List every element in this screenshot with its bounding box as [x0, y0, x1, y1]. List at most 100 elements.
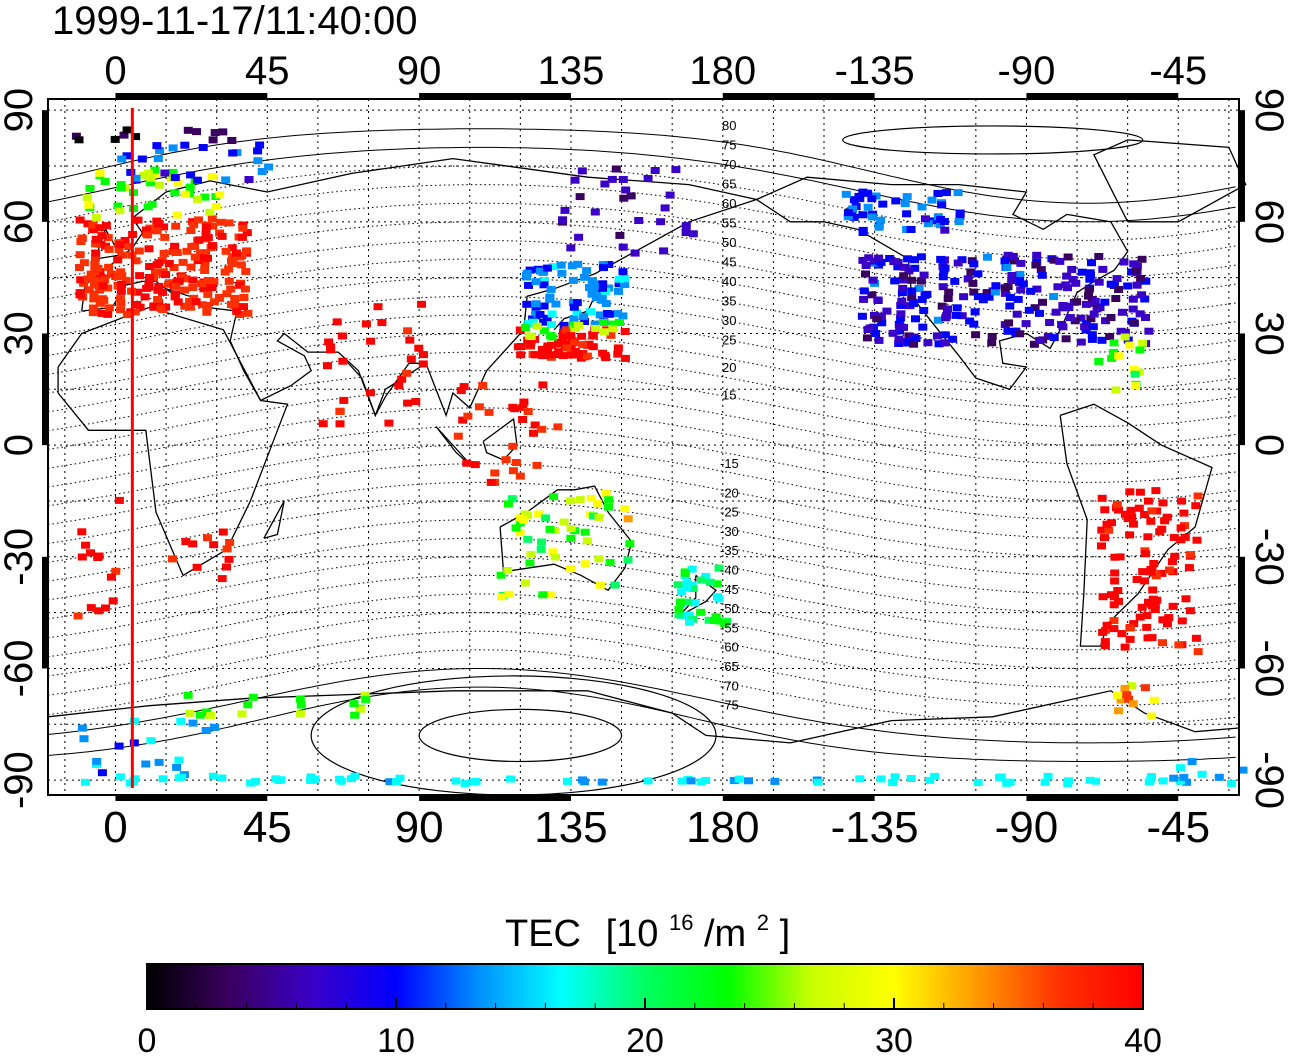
- tec-pixel: [1109, 339, 1119, 347]
- tec-pixel: [243, 309, 253, 317]
- tec-pixel: [103, 284, 113, 292]
- tec-pixel: [932, 332, 942, 340]
- tec-pixel: [1110, 577, 1120, 585]
- lat-tick-label-left: -30: [0, 528, 41, 586]
- tec-pixel: [914, 285, 924, 292]
- tec-pixel: [129, 739, 139, 747]
- tec-pixel: [1068, 276, 1078, 283]
- tec-pixel: [711, 613, 721, 621]
- tec-pixel: [1137, 255, 1147, 263]
- tec-pixel: [556, 261, 566, 269]
- tec-pixel: [145, 179, 155, 187]
- tec-pixel: [185, 183, 195, 191]
- tec-pixel: [963, 275, 973, 283]
- tec-pixel: [1005, 778, 1015, 786]
- tec-pixel: [1129, 365, 1139, 373]
- tec-pixel: [419, 351, 428, 359]
- tec-pixel: [578, 341, 588, 349]
- tec-pixel: [572, 299, 582, 307]
- tec-pixel: [228, 149, 238, 157]
- tec-pixel: [557, 269, 567, 277]
- tec-pixel: [696, 778, 706, 786]
- contour-labels: 80 75 70 65 60 55 50 45 40 35 30 25 20 15 -15 -20 -25 -30…: [720, 118, 739, 713]
- tec-pixel: [155, 181, 165, 189]
- tec-pixel: [891, 197, 901, 205]
- tec-pixel: [907, 294, 917, 302]
- tec-pixel: [335, 407, 345, 415]
- tec-pixel: [1174, 641, 1184, 649]
- tec-pixel: [978, 296, 988, 304]
- tec-pixel: [222, 290, 232, 298]
- tec-pixel: [1135, 310, 1145, 318]
- tec-pixel: [1063, 284, 1072, 292]
- tec-pixel: [1004, 319, 1014, 327]
- tec-pixel: [77, 724, 87, 732]
- tec-pixel: [650, 167, 660, 174]
- tec-pixel: [525, 559, 535, 567]
- tec-pixel: [522, 300, 532, 308]
- tec-pixel: [889, 258, 899, 266]
- tec-pixel: [1187, 758, 1197, 766]
- tec-pixel: [1151, 570, 1161, 578]
- tec-pixel: [677, 588, 686, 596]
- tec-pixel: [1049, 293, 1059, 300]
- tec-pixel: [953, 189, 963, 197]
- tec-pixel: [176, 717, 186, 725]
- tec-pixel: [208, 136, 218, 144]
- tec-pixel: [909, 340, 919, 348]
- tec-pixel: [1049, 334, 1059, 342]
- tec-pixel: [910, 256, 919, 264]
- tec-pixel: [227, 244, 237, 252]
- tec-pixel: [1081, 300, 1091, 308]
- tec-pixel: [125, 779, 135, 787]
- tec-pixel: [253, 147, 263, 155]
- tec-pixel: [526, 337, 536, 344]
- tec-pixel: [238, 224, 248, 232]
- tec-pixel: [201, 249, 211, 257]
- tec-pixel: [906, 226, 916, 233]
- tec-pixel: [706, 578, 715, 586]
- tec-pixel: [620, 275, 630, 283]
- tec-pixel: [620, 281, 630, 289]
- contour-line: [47, 668, 1236, 744]
- tec-pixel: [97, 232, 107, 240]
- tec-pixel: [218, 528, 228, 536]
- frame-bar: [722, 93, 875, 99]
- tec-pixel: [227, 137, 237, 144]
- tec-pixel: [1015, 330, 1025, 338]
- tec-pixel: [855, 775, 865, 783]
- tec-pixel: [591, 286, 601, 294]
- coastline: [482, 417, 518, 461]
- tec-pixel: [1141, 314, 1150, 321]
- tec-pixel: [867, 291, 877, 299]
- tec-pixel: [116, 287, 126, 295]
- tec-pixel: [523, 511, 532, 519]
- tec-pixel: [463, 412, 473, 420]
- tec-pixel: [876, 312, 886, 320]
- tec-pixel: [161, 303, 171, 311]
- tec-pixel: [118, 251, 128, 259]
- tec-pixel: [561, 340, 571, 348]
- tec-pixel: [524, 320, 534, 328]
- tec-pixel: [546, 321, 556, 329]
- tec-pixel: [181, 538, 191, 546]
- tec-pixel: [85, 184, 95, 192]
- tec-pixel: [615, 231, 625, 239]
- tec-pixel: [674, 611, 684, 619]
- tec-pixel: [548, 548, 558, 556]
- tec-pixel: [576, 354, 586, 362]
- tec-pixel: [189, 221, 199, 229]
- tec-pixel: [586, 308, 596, 316]
- tec-pixel: [1157, 569, 1167, 577]
- tec-pixel: [858, 226, 868, 234]
- tec-pixel: [89, 290, 99, 298]
- tec-pixel: [1016, 259, 1026, 267]
- tec-pixel: [377, 319, 387, 327]
- tec-pixel: [411, 398, 421, 405]
- tec-pixel: [215, 293, 224, 301]
- tec-pixel: [941, 189, 951, 197]
- tec-pixel: [1122, 691, 1132, 699]
- tec-pixel: [1117, 630, 1127, 638]
- lon-tick-label-bottom: -45: [1146, 803, 1210, 852]
- tec-pixel: [613, 350, 623, 358]
